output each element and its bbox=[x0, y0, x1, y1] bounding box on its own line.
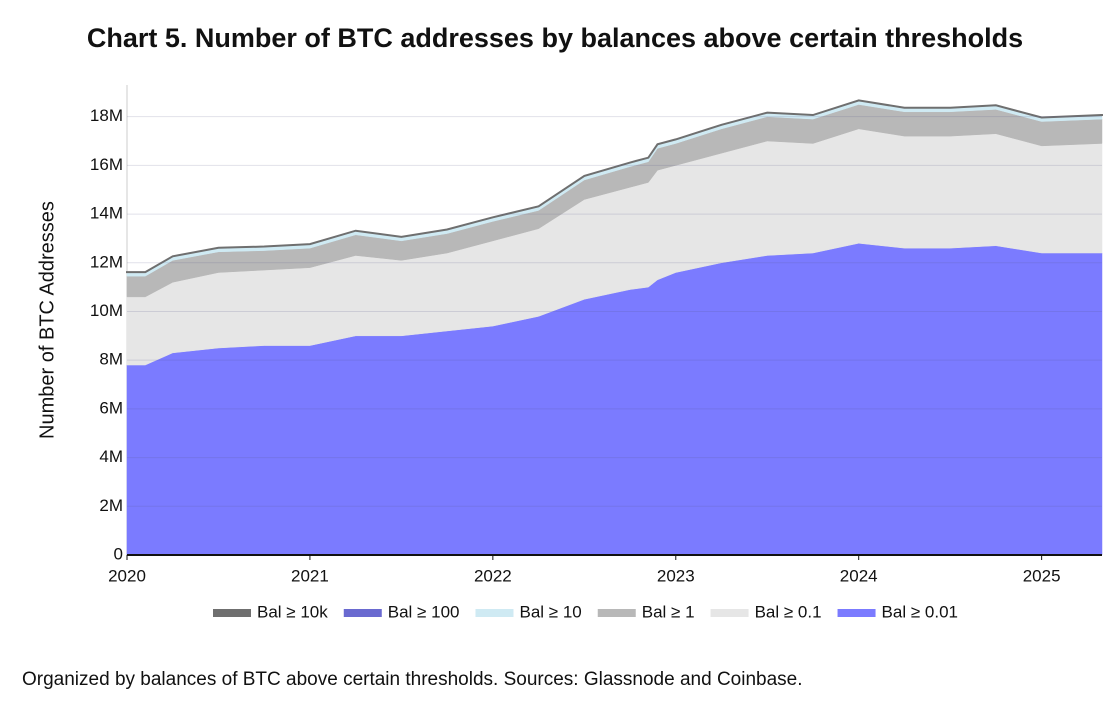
legend-label: Bal ≥ 10 bbox=[519, 602, 581, 621]
legend-label: Bal ≥ 1 bbox=[642, 602, 695, 621]
chart-title: Chart 5. Number of BTC addresses by bala… bbox=[87, 23, 1023, 53]
y-tick-label: 10M bbox=[90, 301, 123, 320]
y-tick-label: 18M bbox=[90, 106, 123, 125]
x-tick-label: 2022 bbox=[474, 566, 512, 585]
legend-label: Bal ≥ 0.01 bbox=[882, 602, 958, 621]
legend-swatch bbox=[837, 609, 876, 617]
y-tick-label: 4M bbox=[99, 447, 123, 466]
y-tick-label: 2M bbox=[99, 496, 123, 515]
y-tick-label: 8M bbox=[99, 350, 123, 369]
legend-swatch bbox=[710, 609, 749, 617]
legend-label: Bal ≥ 10k bbox=[257, 602, 328, 621]
y-tick-label: 14M bbox=[90, 204, 123, 223]
y-tick-label: 16M bbox=[90, 155, 123, 174]
legend-swatch bbox=[343, 609, 382, 617]
area bbox=[126, 99, 1103, 274]
legend-label: Bal ≥ 100 bbox=[388, 602, 460, 621]
legend-swatch bbox=[475, 609, 514, 617]
x-tick-label: 2024 bbox=[840, 566, 878, 585]
y-axis-label: Number of BTC Addresses bbox=[36, 201, 58, 439]
y-tick-label: 0 bbox=[114, 544, 123, 563]
caption: Organized by balances of BTC above certa… bbox=[22, 669, 803, 690]
legend-swatch bbox=[213, 609, 251, 617]
x-tick-label: 2023 bbox=[657, 566, 695, 585]
x-tick-label: 2025 bbox=[1023, 566, 1061, 585]
y-tick-label: 12M bbox=[90, 252, 123, 271]
x-tick-label: 2021 bbox=[291, 566, 329, 585]
x-tick-label: 2020 bbox=[108, 566, 146, 585]
legend-label: Bal ≥ 0.1 bbox=[755, 602, 822, 621]
y-tick-label: 6M bbox=[99, 398, 123, 417]
legend-swatch bbox=[597, 609, 636, 617]
